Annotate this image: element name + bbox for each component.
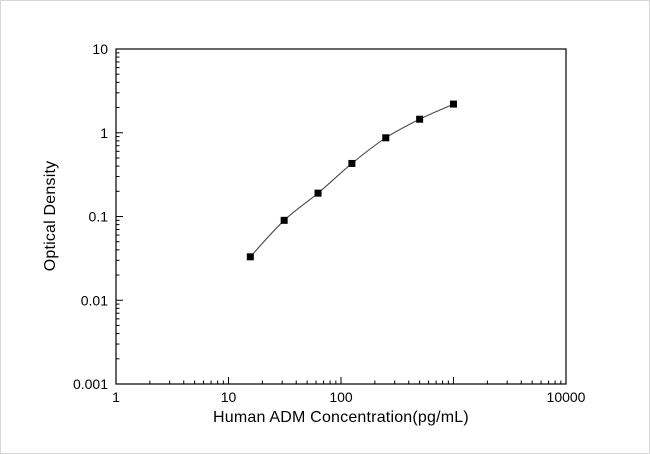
svg-text:0.01: 0.01 bbox=[81, 292, 108, 308]
svg-text:10: 10 bbox=[92, 41, 108, 57]
svg-text:1: 1 bbox=[100, 125, 108, 141]
svg-text:10000: 10000 bbox=[547, 389, 586, 405]
svg-text:100: 100 bbox=[329, 389, 353, 405]
y-axis-title: Optical Density bbox=[42, 160, 59, 272]
svg-text:1: 1 bbox=[112, 389, 120, 405]
svg-text:0.1: 0.1 bbox=[89, 209, 109, 225]
svg-text:10: 10 bbox=[221, 389, 237, 405]
x-axis-title: Human ADM Concentration(pg/mL) bbox=[213, 409, 469, 426]
svg-text:0.001: 0.001 bbox=[73, 376, 108, 392]
